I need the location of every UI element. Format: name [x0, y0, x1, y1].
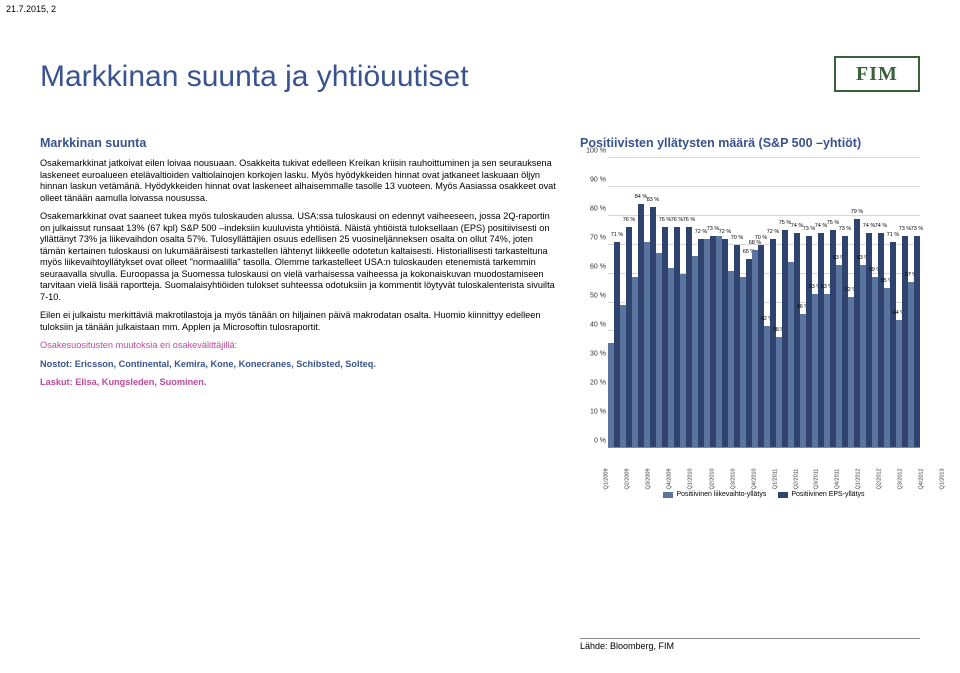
bar-group: 55 %71 % — [884, 158, 896, 447]
laskut-label: Laskut: — [40, 377, 73, 387]
bar-group: 72 % — [692, 158, 704, 447]
bars-container: 71 %76 %84 %83 %76 %76 %76 %72 %73 %72 %… — [608, 158, 920, 447]
laskut-line: Laskut: Elisa, Kungsleden, Suominen. — [40, 377, 560, 389]
nostot-line: Nostot: Ericsson, Continental, Kemira, K… — [40, 359, 560, 371]
x-axis: Q1/2009Q2/2009Q3/2009Q4/2009Q1/2010Q2/20… — [608, 448, 920, 478]
y-tick: 40 % — [590, 322, 606, 329]
chart: 0 %10 %20 %30 %40 %50 %60 %70 %80 %90 %1… — [580, 158, 920, 478]
bar-group: 52 %79 % — [848, 158, 860, 447]
legend: Positiivinen liikevaihto-yllätys Positii… — [608, 491, 920, 498]
logo-text: FIM — [856, 63, 898, 86]
y-tick: 90 % — [590, 177, 606, 184]
bar-group: 44 %73 % — [896, 158, 908, 447]
bar-group: 76 % — [656, 158, 668, 447]
y-tick: 100 % — [586, 148, 606, 155]
page-title: Markkinan suunta ja yhtiöuutiset — [40, 60, 469, 94]
bar-group: 42 %72 % — [764, 158, 776, 447]
x-tick: Q1/2013 — [940, 468, 960, 489]
y-tick: 20 % — [590, 380, 606, 387]
chart-title: Positiivisten yllätysten määrä (S&P 500 … — [580, 136, 920, 150]
legend-item-1: Positiivinen liikevaihto-yllätys — [663, 491, 766, 498]
bar-group: 53 %74 % — [812, 158, 824, 447]
legend-label-2: Positiivinen EPS-yllätys — [791, 491, 864, 498]
recs-heading: Osakesuositusten muutoksia eri osakeväli… — [40, 340, 560, 352]
bar-group: 38 %75 % — [776, 158, 788, 447]
y-tick: 50 % — [590, 293, 606, 300]
source-line: Lähde: Bloomberg, FIM — [580, 638, 920, 651]
legend-swatch-2 — [778, 492, 788, 498]
bar-group: 46 %73 % — [800, 158, 812, 447]
y-tick: 10 % — [590, 409, 606, 416]
plot-area: 71 %76 %84 %83 %76 %76 %76 %72 %73 %72 %… — [608, 158, 920, 448]
paragraph-2: Osakemarkkinat ovat saaneet tukea myös t… — [40, 211, 560, 303]
bar-group: 72 % — [716, 158, 728, 447]
bar-group: 71 % — [608, 158, 620, 447]
bar-group: 76 % — [668, 158, 680, 447]
bar-group: 68 %70 % — [752, 158, 764, 447]
bar-group: 74 % — [788, 158, 800, 447]
bar-group: 76 % — [680, 158, 692, 447]
fim-logo: FIM — [834, 56, 920, 92]
date-header: 21.7.2015, 2 — [6, 4, 56, 14]
bar-group: 63 %74 % — [860, 158, 872, 447]
bar-group: 57 %73 % — [908, 158, 920, 447]
bar-group: 65 % — [740, 158, 752, 447]
legend-swatch-1 — [663, 492, 673, 498]
bar-group: 59 %74 % — [872, 158, 884, 447]
paragraph-1: Osakemarkkinat jatkoivat eilen loivaa no… — [40, 158, 560, 204]
paragraph-3: Eilen ei julkaistu merkittäviä makrotila… — [40, 310, 560, 333]
bar-group: 63 %73 % — [836, 158, 848, 447]
bar-group: 76 % — [620, 158, 632, 447]
content-area: Markkinan suunta Osakemarkkinat jatkoiva… — [40, 136, 920, 478]
y-tick: 0 % — [594, 438, 606, 445]
y-tick: 80 % — [590, 206, 606, 213]
nostot-label: Nostot: — [40, 359, 72, 369]
bar-group: 84 % — [632, 158, 644, 447]
section-heading: Markkinan suunta — [40, 136, 560, 150]
bar-group: 70 % — [728, 158, 740, 447]
bar-group: 83 % — [644, 158, 656, 447]
laskut-list: Elisa, Kungsleden, Suominen. — [75, 377, 206, 387]
nostot-list: Ericsson, Continental, Kemira, Kone, Kon… — [75, 359, 376, 369]
y-tick: 30 % — [590, 351, 606, 358]
bar-group: 53 %75 % — [824, 158, 836, 447]
legend-label-1: Positiivinen liikevaihto-yllätys — [676, 491, 766, 498]
y-tick: 70 % — [590, 235, 606, 242]
left-column: Markkinan suunta Osakemarkkinat jatkoiva… — [40, 136, 560, 478]
bar-group: 73 % — [704, 158, 716, 447]
right-column: Positiivisten yllätysten määrä (S&P 500 … — [580, 136, 920, 478]
y-axis: 0 %10 %20 %30 %40 %50 %60 %70 %80 %90 %1… — [580, 158, 608, 448]
bar-series2: 73 % — [914, 236, 920, 447]
legend-item-2: Positiivinen EPS-yllätys — [778, 491, 864, 498]
y-tick: 60 % — [590, 264, 606, 271]
